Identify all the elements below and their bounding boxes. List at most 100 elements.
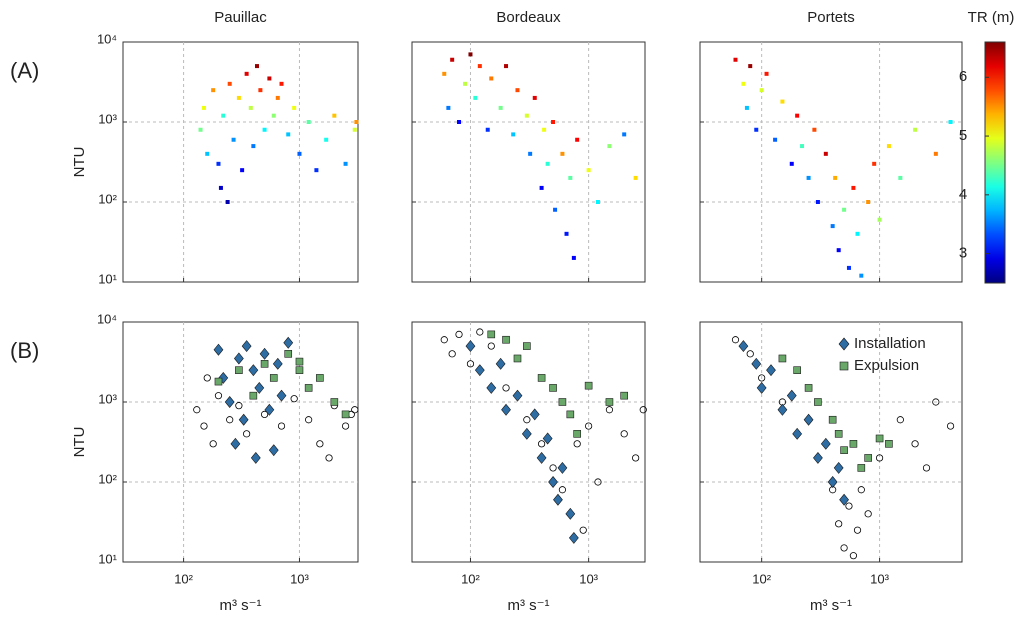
data-point	[304, 384, 313, 392]
data-point	[792, 427, 803, 440]
data-point	[244, 71, 249, 76]
data-point	[251, 144, 256, 149]
data-point	[487, 342, 495, 350]
data-point	[487, 330, 496, 339]
plot-frame	[411, 41, 646, 283]
data-point	[551, 120, 556, 124]
data-point	[594, 478, 602, 486]
data-point	[213, 343, 224, 356]
data-point	[875, 434, 884, 443]
data-point	[549, 384, 557, 392]
data-point	[864, 510, 872, 518]
data-point	[248, 105, 253, 110]
data-point	[218, 371, 229, 384]
data-point	[839, 493, 849, 506]
data-point	[773, 137, 778, 142]
data-point	[595, 200, 600, 204]
data-point	[564, 231, 569, 236]
data-point	[330, 398, 339, 406]
data-point	[292, 105, 297, 110]
panel-title: Pauillac	[214, 9, 267, 26]
y-tick-label: 10¹	[98, 551, 117, 566]
legend-marker	[839, 361, 849, 371]
data-point	[812, 127, 817, 132]
data-point	[875, 454, 884, 462]
data-point	[746, 350, 754, 358]
legend-label: Installation	[854, 335, 926, 352]
x-tick-label: 10³	[290, 571, 309, 586]
panel-label: (A)	[10, 58, 39, 83]
data-point	[806, 175, 811, 180]
data-point	[585, 422, 593, 430]
data-point	[855, 231, 860, 236]
data-point	[477, 64, 482, 69]
data-point	[235, 366, 243, 374]
data-point	[573, 440, 581, 448]
data-point	[840, 446, 848, 454]
data-point	[254, 381, 265, 394]
data-point	[733, 57, 738, 62]
data-point	[754, 127, 759, 132]
data-point	[485, 127, 490, 132]
data-point	[211, 88, 216, 93]
data-point	[489, 76, 494, 81]
data-point	[800, 144, 805, 149]
data-point	[607, 144, 612, 149]
data-point	[549, 464, 557, 472]
data-point	[842, 207, 847, 212]
data-point	[297, 151, 302, 156]
data-point	[605, 398, 614, 406]
data-point	[751, 357, 762, 370]
data-point	[948, 120, 953, 124]
data-point	[542, 432, 553, 445]
data-point	[455, 330, 463, 338]
data-point	[450, 57, 455, 62]
data-point	[446, 105, 451, 110]
data-point	[913, 127, 918, 132]
data-point	[866, 200, 871, 204]
x-axis-label: m³ s⁻¹	[507, 597, 549, 614]
data-point	[845, 502, 853, 510]
y-tick-label: 10⁴	[97, 311, 117, 326]
data-point	[515, 88, 520, 93]
data-point	[836, 248, 841, 253]
data-point	[203, 374, 211, 382]
data-point	[226, 416, 234, 424]
data-point	[795, 113, 800, 118]
data-point	[267, 76, 272, 81]
y-axis-label: NTU	[71, 147, 88, 178]
data-point	[284, 350, 293, 358]
data-point	[260, 360, 269, 368]
data-point	[877, 217, 882, 222]
x-tick-label: 10³	[870, 571, 889, 586]
colorbar	[984, 41, 1006, 284]
data-point	[579, 526, 587, 534]
data-point	[833, 175, 838, 180]
data-point	[857, 464, 866, 472]
colorbar-tick-label: 3	[959, 245, 967, 262]
data-point	[502, 335, 510, 344]
data-point	[758, 374, 766, 382]
data-point	[933, 151, 938, 156]
data-point	[221, 113, 226, 118]
data-point	[632, 454, 640, 462]
data-point	[828, 415, 837, 424]
data-point	[766, 364, 776, 377]
data-point	[922, 464, 931, 472]
data-point	[560, 151, 565, 156]
data-point	[250, 451, 261, 464]
data-point	[463, 81, 468, 86]
data-point	[523, 416, 531, 424]
data-point	[269, 374, 278, 382]
data-point	[566, 410, 575, 419]
data-point	[539, 185, 544, 190]
data-point	[833, 461, 844, 474]
data-point	[639, 406, 647, 414]
data-point	[553, 207, 558, 212]
data-point	[272, 357, 283, 370]
panel-title: Bordeaux	[496, 9, 561, 26]
data-point	[823, 151, 828, 156]
data-point	[786, 389, 797, 402]
data-point	[209, 440, 217, 448]
